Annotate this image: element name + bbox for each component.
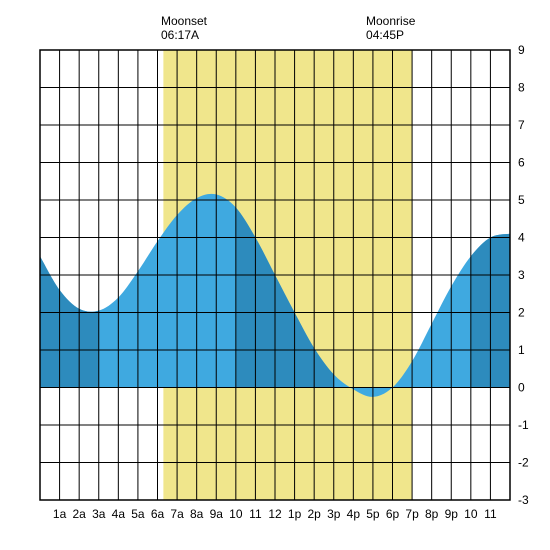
annotation-time: 06:17A bbox=[161, 28, 207, 42]
y-axis-label: 8 bbox=[518, 81, 525, 95]
x-axis-label: 2p bbox=[307, 507, 321, 521]
y-axis-label: -2 bbox=[518, 456, 529, 470]
y-axis-label: 9 bbox=[518, 43, 525, 57]
x-axis-label: 2a bbox=[72, 507, 86, 521]
x-axis-label: 12 bbox=[268, 507, 282, 521]
x-axis-label: 3a bbox=[92, 507, 106, 521]
x-axis-label: 4p bbox=[347, 507, 361, 521]
moonrise-annotation: Moonrise04:45P bbox=[366, 14, 415, 42]
annotation-title: Moonset bbox=[161, 14, 207, 28]
y-axis-label: 7 bbox=[518, 118, 525, 132]
x-axis-label: 8a bbox=[190, 507, 204, 521]
x-axis-label: 6p bbox=[386, 507, 400, 521]
y-axis-label: 1 bbox=[518, 343, 525, 357]
y-axis-label: 3 bbox=[518, 268, 525, 282]
x-axis-label: 10 bbox=[229, 507, 243, 521]
y-axis-label: 5 bbox=[518, 193, 525, 207]
x-axis-label: 8p bbox=[425, 507, 439, 521]
x-axis-label: 3p bbox=[327, 507, 341, 521]
y-axis-label: 4 bbox=[518, 231, 525, 245]
x-axis-label: 1a bbox=[53, 507, 67, 521]
x-axis-label: 9a bbox=[210, 507, 224, 521]
y-axis-label: 2 bbox=[518, 306, 525, 320]
x-axis-label: 7p bbox=[405, 507, 419, 521]
annotation-time: 04:45P bbox=[366, 28, 415, 42]
x-axis-label: 11 bbox=[484, 507, 497, 521]
y-axis-label: -1 bbox=[518, 418, 529, 432]
y-axis-label: 0 bbox=[518, 381, 525, 395]
x-axis-label: 6a bbox=[151, 507, 165, 521]
moonset-annotation: Moonset06:17A bbox=[161, 14, 207, 42]
chart-svg: -3-2-101234567891a2a3a4a5a6a7a8a9a101112… bbox=[0, 0, 550, 550]
y-axis-label: 6 bbox=[518, 156, 525, 170]
x-axis-label: 1p bbox=[288, 507, 302, 521]
x-axis-label: 5p bbox=[366, 507, 380, 521]
annotation-title: Moonrise bbox=[366, 14, 415, 28]
x-axis-label: 10 bbox=[464, 507, 478, 521]
x-axis-label: 9p bbox=[445, 507, 459, 521]
tide-chart: -3-2-101234567891a2a3a4a5a6a7a8a9a101112… bbox=[0, 0, 550, 550]
x-axis-label: 11 bbox=[249, 507, 262, 521]
x-axis-label: 5a bbox=[131, 507, 145, 521]
y-axis-label: -3 bbox=[518, 493, 529, 507]
x-axis-label: 7a bbox=[170, 507, 184, 521]
x-axis-label: 4a bbox=[112, 507, 126, 521]
